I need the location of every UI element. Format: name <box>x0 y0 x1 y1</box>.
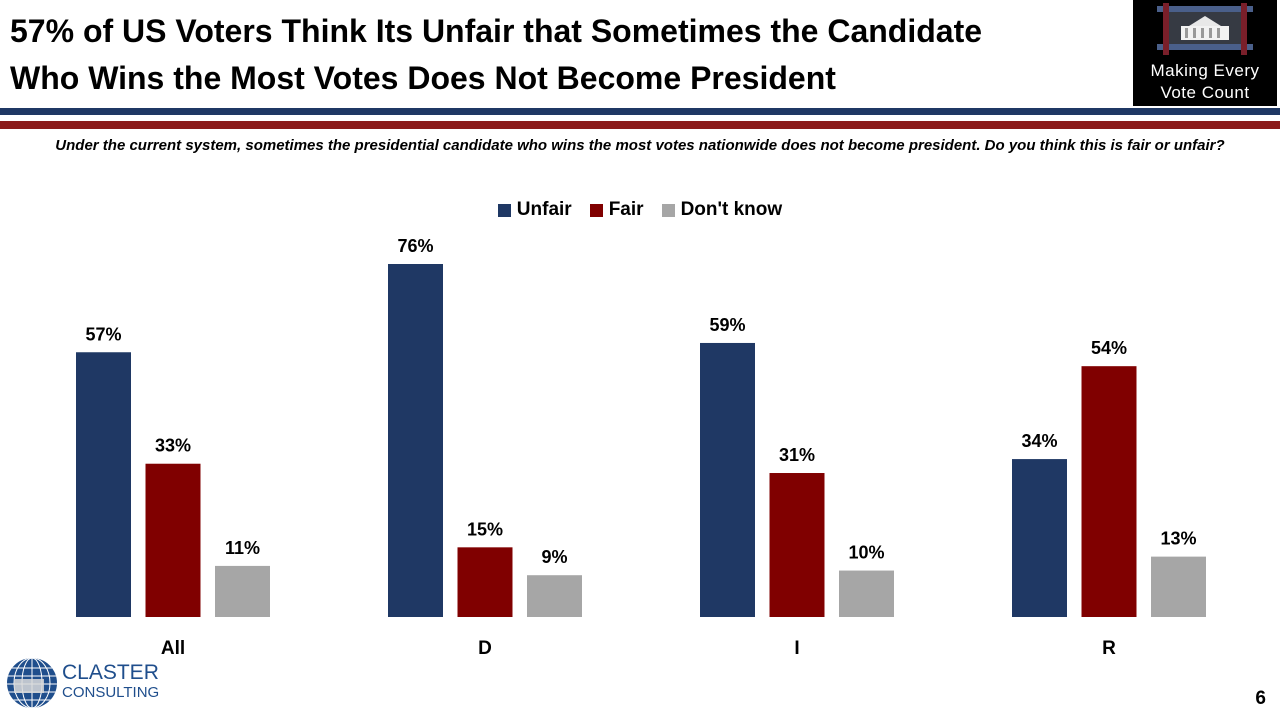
data-label-i-don-t-know: 10% <box>848 543 884 563</box>
legend-item-dont-know: Don't know <box>661 199 783 221</box>
data-label-all-don-t-know: 11% <box>225 538 260 558</box>
category-label-all: All <box>161 638 185 659</box>
bar-all-fair <box>145 463 201 617</box>
page-number: 6 <box>1255 688 1266 709</box>
divider-stripe-red <box>0 121 1280 129</box>
bar-all-unfair <box>76 352 131 617</box>
company-name-line-1: CLASTER <box>62 661 159 684</box>
making-every-vote-count-logo: Making Every Vote Count <box>1133 0 1277 106</box>
legend-item-unfair: Unfair <box>497 199 572 221</box>
bar-d-unfair <box>388 264 443 617</box>
legend-swatch-unfair <box>497 203 511 217</box>
bar-i-unfair <box>700 342 755 617</box>
divider-stripe-navy <box>0 108 1280 115</box>
data-label-d-fair: 15% <box>467 519 503 539</box>
divider-stripe-gap <box>0 115 1280 121</box>
bar-r-unfair <box>1012 459 1067 617</box>
legend-swatch-dont-know <box>661 203 675 217</box>
logo-text-line-1: Making Every <box>1150 61 1260 80</box>
bar-i-fair <box>769 473 825 617</box>
category-label-d: D <box>478 638 492 659</box>
data-label-d-unfair: 76% <box>397 236 433 256</box>
legend-label-fair: Fair <box>608 199 644 220</box>
data-label-i-unfair: 59% <box>709 315 745 335</box>
title-line-1: 57% of US Voters Think Its Unfair that S… <box>10 13 983 49</box>
legend-label-unfair: Unfair <box>516 199 572 220</box>
logo-text-line-2: Vote Count <box>1160 83 1250 102</box>
bar-d-don-t-know <box>527 575 582 617</box>
data-label-i-fair: 31% <box>779 445 815 465</box>
white-house-flag-icon <box>1157 3 1253 55</box>
bar-all-don-t-know <box>215 565 270 617</box>
claster-consulting-logo: CLASTER CONSULTING <box>6 652 160 714</box>
data-label-all-fair: 33% <box>155 436 191 456</box>
data-label-r-don-t-know: 13% <box>1160 529 1196 549</box>
data-label-r-fair: 54% <box>1091 338 1127 358</box>
company-name-line-2: CONSULTING <box>62 684 160 701</box>
bar-r-fair <box>1081 366 1137 617</box>
legend-swatch-fair <box>589 203 603 217</box>
page-title: 57% of US Voters Think Its Unfair that S… <box>10 8 1110 102</box>
legend-item-fair: Fair <box>589 199 644 221</box>
data-label-d-don-t-know: 9% <box>541 547 567 567</box>
category-label-r: R <box>1102 638 1116 659</box>
survey-question: Under the current system, sometimes the … <box>55 137 1225 154</box>
title-line-2: Who Wins the Most Votes Does Not Become … <box>10 60 836 96</box>
legend-label-dont-know: Don't know <box>680 199 783 220</box>
data-label-r-unfair: 34% <box>1021 431 1057 451</box>
data-label-all-unfair: 57% <box>85 324 121 344</box>
bar-r-don-t-know <box>1151 556 1206 617</box>
bar-d-fair <box>457 547 513 617</box>
category-label-i: I <box>794 638 799 659</box>
bar-i-don-t-know <box>839 570 894 617</box>
chart-legend: Unfair Fair Don't know <box>0 199 1280 221</box>
globe-icon <box>7 658 57 708</box>
